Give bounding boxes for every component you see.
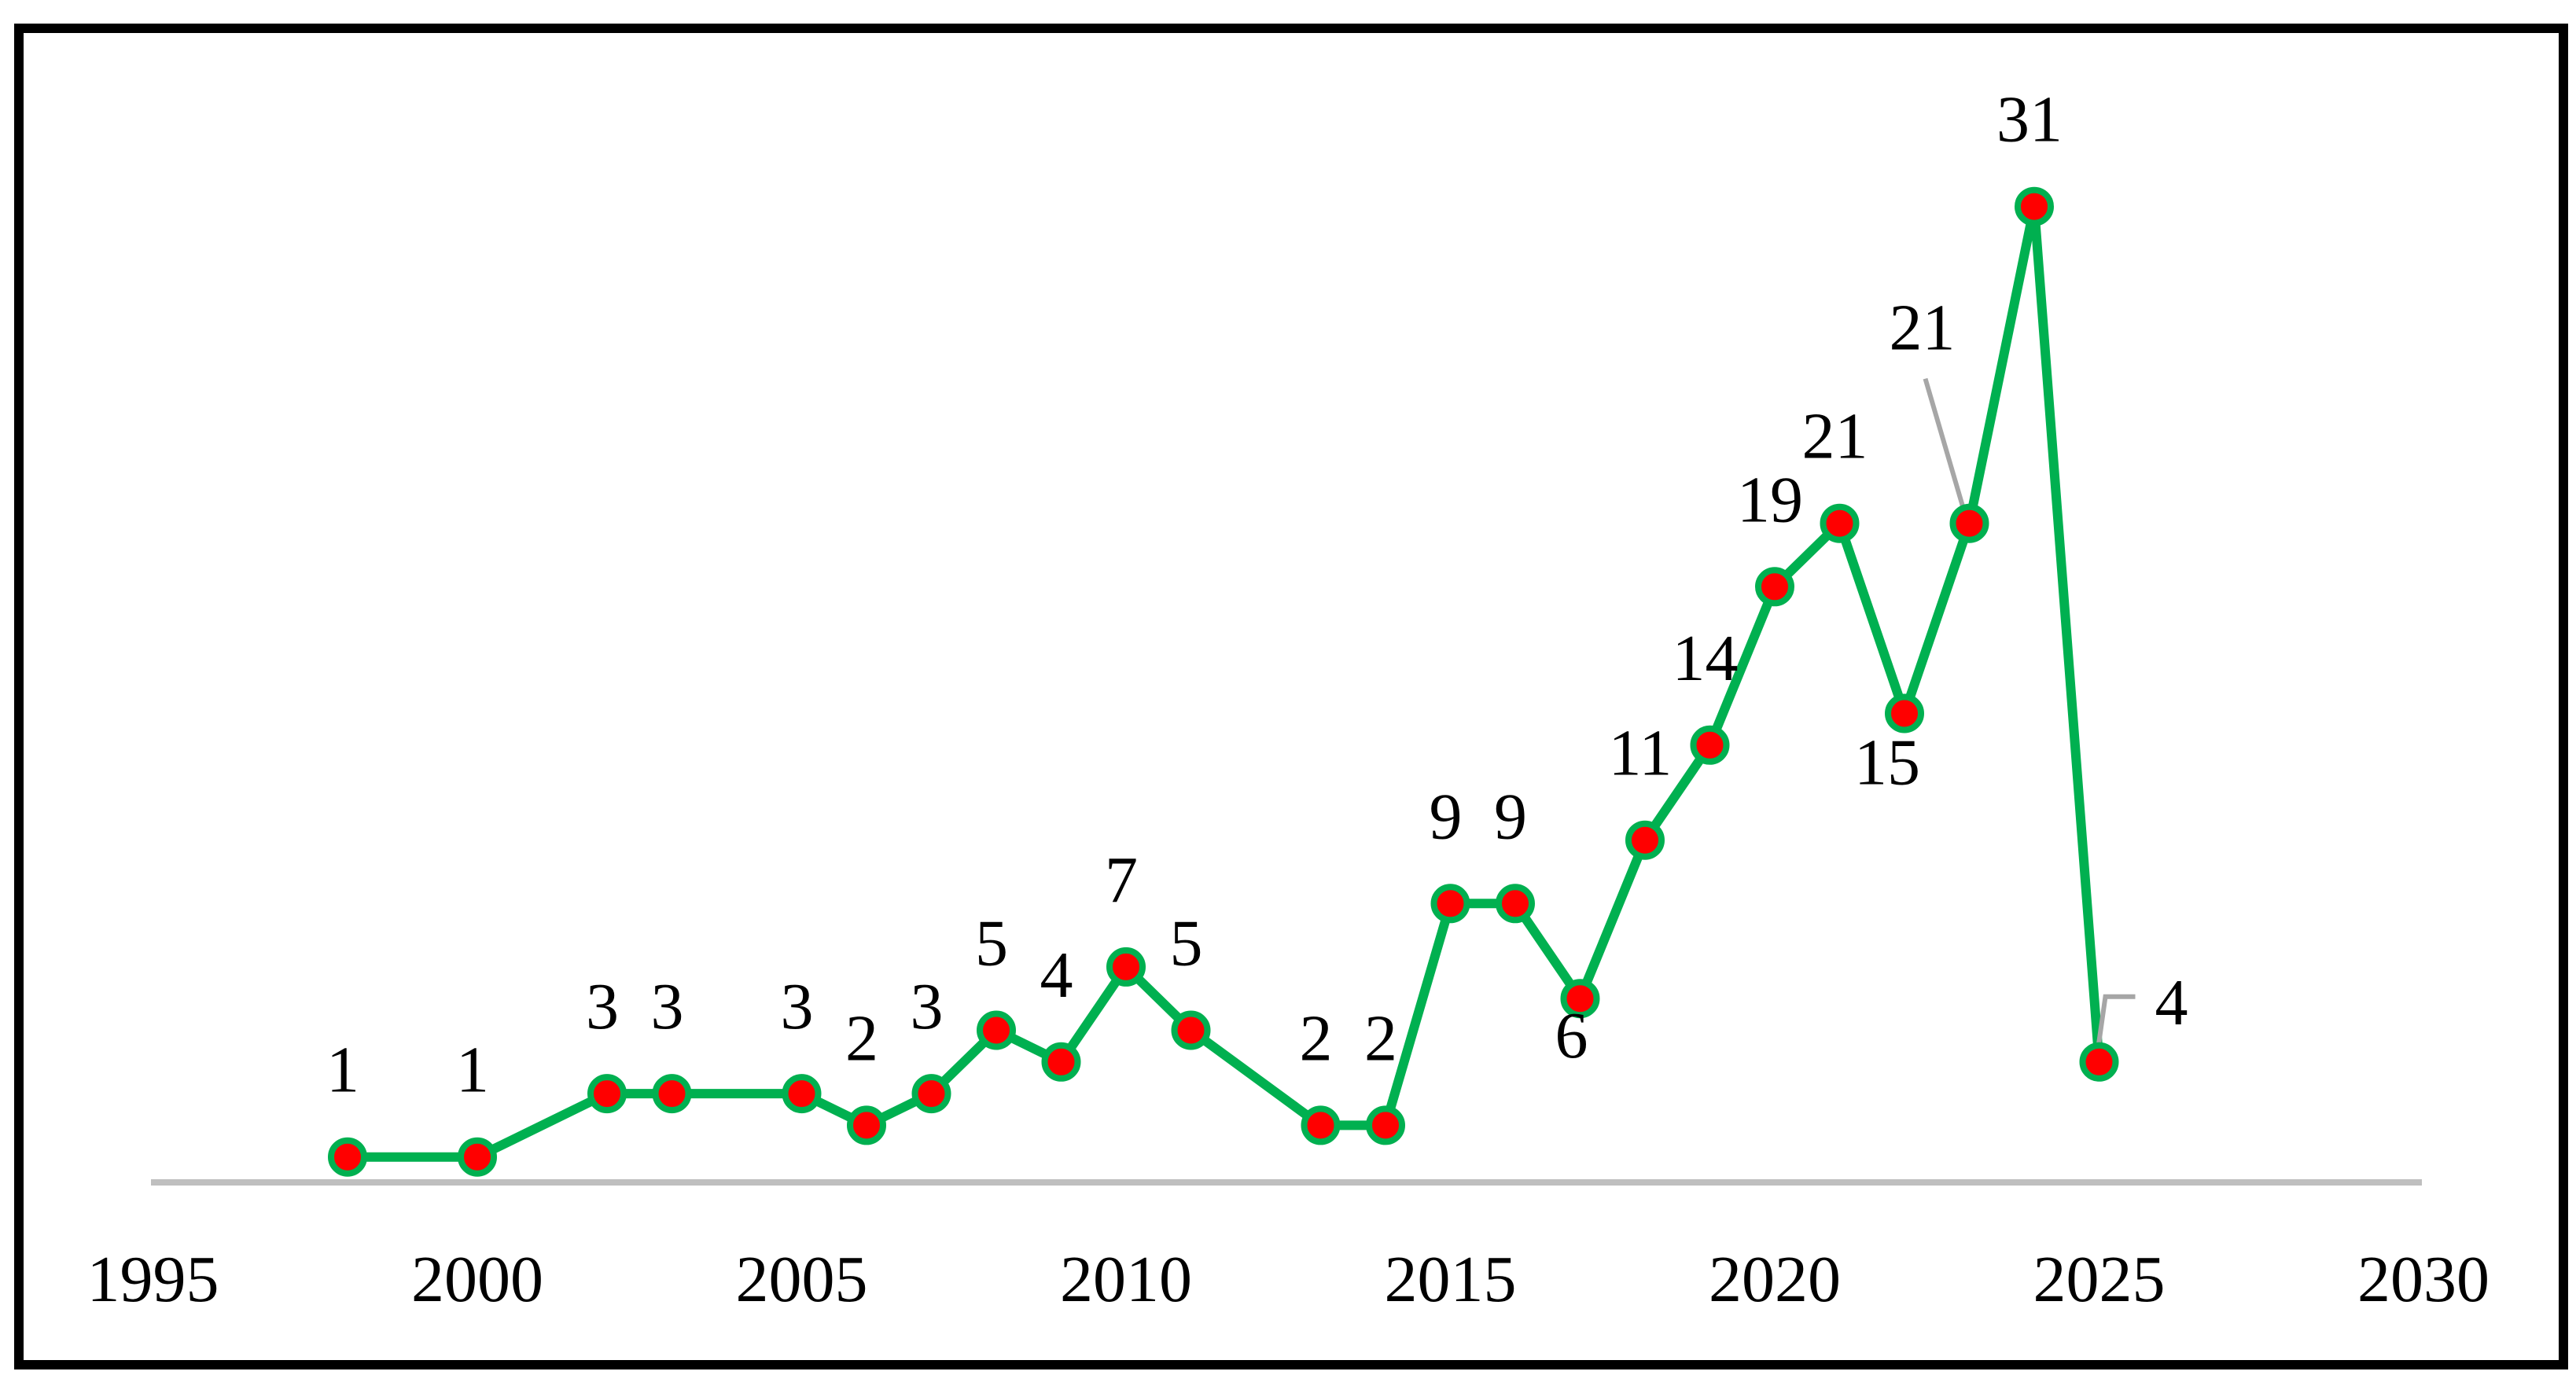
x-axis-tick-label: 2020 bbox=[1709, 1243, 1841, 1316]
data-label: 4 bbox=[2155, 966, 2188, 1039]
data-label: 2 bbox=[1300, 1002, 1333, 1075]
data-point bbox=[1106, 947, 1146, 987]
data-point bbox=[1496, 884, 1535, 924]
data-point bbox=[1041, 1042, 1081, 1082]
leader-line bbox=[1923, 377, 1970, 522]
data-point bbox=[1949, 503, 1989, 543]
x-axis-tick-label: 2000 bbox=[411, 1243, 543, 1316]
chart-border bbox=[14, 24, 2568, 1369]
leader-line bbox=[2094, 994, 2136, 1059]
data-point bbox=[911, 1074, 951, 1114]
data-point bbox=[782, 1074, 822, 1114]
x-axis-tick-label: 2005 bbox=[736, 1243, 868, 1316]
data-label: 31 bbox=[1996, 83, 2063, 156]
data-point bbox=[2015, 186, 2054, 226]
data-label: 21 bbox=[1802, 400, 1868, 473]
data-label: 5 bbox=[975, 907, 1008, 980]
data-point bbox=[587, 1074, 627, 1114]
data-label: 2 bbox=[1364, 1002, 1397, 1075]
data-point bbox=[1301, 1105, 1341, 1145]
data-label: 7 bbox=[1105, 844, 1138, 917]
data-point bbox=[1171, 1010, 1211, 1050]
x-axis-tick-label: 2025 bbox=[2033, 1243, 2166, 1316]
data-label: 3 bbox=[781, 970, 814, 1043]
data-point bbox=[328, 1137, 367, 1177]
data-point bbox=[1625, 820, 1665, 860]
data-label: 3 bbox=[911, 970, 944, 1043]
data-point bbox=[1690, 725, 1730, 765]
x-axis-tick-labels-group: 1995 2000 2005 2010 2015 2020 2025 2030 bbox=[87, 1243, 2490, 1316]
data-point bbox=[2079, 1042, 2119, 1082]
data-point bbox=[977, 1010, 1016, 1050]
data-point bbox=[652, 1074, 692, 1114]
data-label: 2 bbox=[845, 1002, 878, 1075]
x-axis-tick-label: 1995 bbox=[87, 1243, 219, 1316]
data-label: 14 bbox=[1673, 622, 1739, 695]
data-point bbox=[847, 1105, 886, 1145]
data-label: 3 bbox=[586, 970, 619, 1043]
data-label: 21 bbox=[1890, 292, 1956, 365]
x-axis-tick-label: 2010 bbox=[1060, 1243, 1192, 1316]
data-point bbox=[1885, 693, 1924, 733]
x-axis-tick-label: 2030 bbox=[2357, 1243, 2490, 1316]
data-point bbox=[458, 1137, 497, 1177]
data-label: 15 bbox=[1854, 726, 1920, 800]
data-point bbox=[1755, 567, 1794, 607]
x-axis-tick-label: 2015 bbox=[1385, 1243, 1517, 1316]
data-label: 9 bbox=[1494, 780, 1527, 853]
data-series-line-group bbox=[343, 201, 2104, 1162]
data-point bbox=[1366, 1105, 1405, 1145]
data-label: 4 bbox=[1040, 939, 1073, 1012]
data-point bbox=[1560, 979, 1600, 1019]
data-label: 19 bbox=[1737, 463, 1803, 536]
data-label: 5 bbox=[1170, 907, 1203, 980]
data-label: 3 bbox=[651, 970, 684, 1043]
data-label: 1 bbox=[326, 1034, 359, 1107]
data-points-group bbox=[328, 186, 2119, 1177]
data-series-line bbox=[343, 201, 2104, 1162]
data-label: 1 bbox=[456, 1034, 489, 1107]
data-label: 6 bbox=[1555, 999, 1588, 1072]
data-label: 9 bbox=[1430, 780, 1463, 853]
data-point bbox=[1430, 884, 1470, 924]
leader-lines-group bbox=[1923, 377, 2136, 1059]
data-label: 11 bbox=[1609, 717, 1673, 790]
data-point bbox=[1820, 503, 1860, 543]
